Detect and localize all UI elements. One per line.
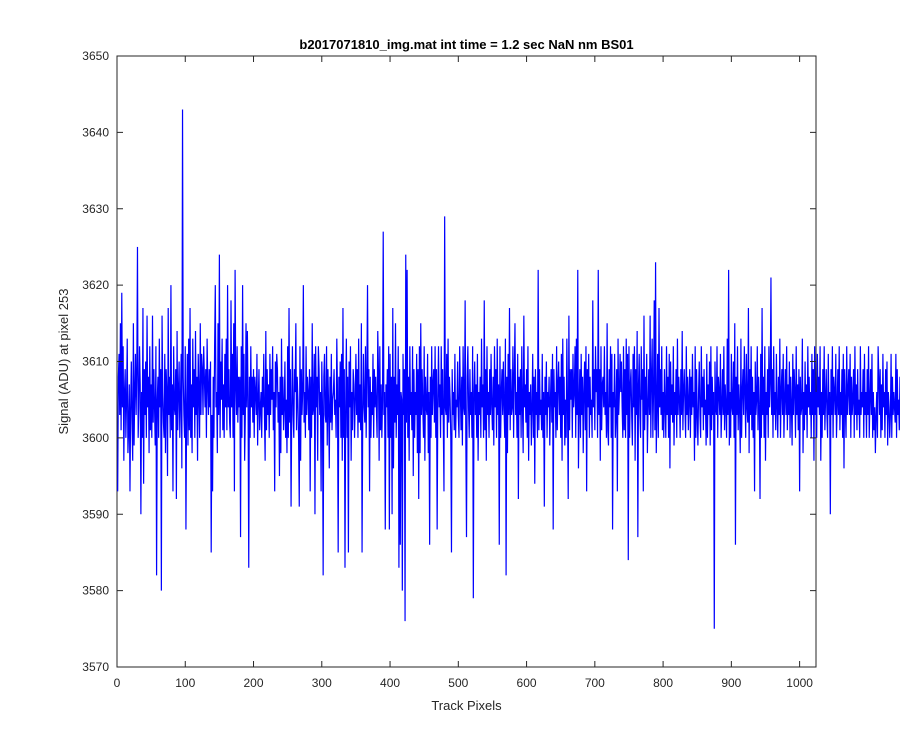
- y-axis: 3570 3580 3590 3600 3610 3620 3630 3640 3650: [82, 49, 816, 674]
- y-tick-label: 3630: [82, 202, 109, 216]
- y-tick-label: 3620: [82, 278, 109, 292]
- y-tick-label: 3570: [82, 660, 109, 674]
- x-tick-label: 700: [585, 676, 605, 690]
- series-line: [117, 109, 900, 629]
- x-tick-label: 600: [517, 676, 537, 690]
- y-tick-label: 3610: [82, 355, 109, 369]
- y-tick-label: 3590: [82, 507, 109, 521]
- x-tick-label: 500: [448, 676, 468, 690]
- x-axis: 0 100 200 300 400 500 600 700 800 900 1000: [114, 56, 813, 690]
- y-tick-label: 3580: [82, 584, 109, 598]
- x-tick-label: 200: [244, 676, 264, 690]
- y-tick-label: 3600: [82, 431, 109, 445]
- x-axis-label: Track Pixels: [431, 698, 502, 713]
- x-tick-label: 800: [653, 676, 673, 690]
- chart-title: b2017071810_img.mat int time = 1.2 sec N…: [299, 37, 633, 52]
- y-tick-label: 3640: [82, 125, 109, 139]
- y-axis-label: Signal (ADU) at pixel 253: [56, 289, 71, 435]
- x-tick-label: 300: [312, 676, 332, 690]
- x-tick-label: 0: [114, 676, 121, 690]
- x-tick-label: 1000: [786, 676, 813, 690]
- plot-area: [116, 55, 900, 668]
- x-tick-label: 400: [380, 676, 400, 690]
- x-tick-label: 900: [721, 676, 741, 690]
- x-tick-label: 100: [175, 676, 195, 690]
- y-tick-label: 3650: [82, 49, 109, 63]
